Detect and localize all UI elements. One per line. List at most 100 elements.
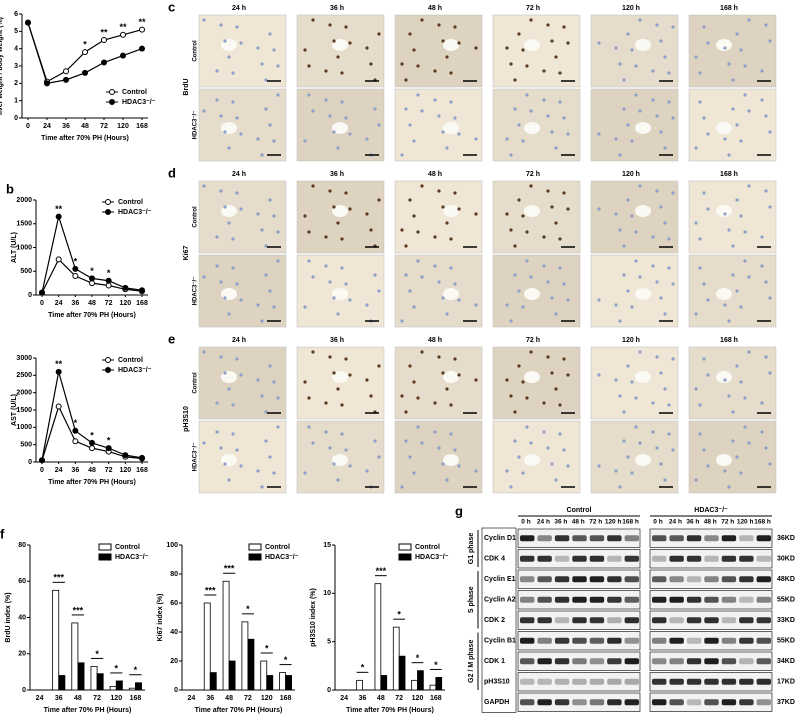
significance: * xyxy=(107,268,111,278)
band xyxy=(721,637,737,644)
nucleus xyxy=(215,235,219,239)
data-point xyxy=(122,452,129,459)
nucleus xyxy=(622,78,626,82)
nucleus xyxy=(566,207,570,211)
nucleus xyxy=(768,296,772,300)
nucleus xyxy=(332,39,336,43)
bar xyxy=(128,687,136,691)
nucleus xyxy=(659,296,663,300)
nucleus xyxy=(365,303,369,307)
band xyxy=(652,576,667,583)
row-label: Control xyxy=(193,40,199,62)
band xyxy=(607,678,622,685)
band xyxy=(537,637,552,644)
significance: * xyxy=(134,665,138,675)
nucleus xyxy=(227,387,231,391)
x-tick-label: 72 xyxy=(100,123,108,130)
nucleus xyxy=(412,305,416,309)
nucleus xyxy=(256,212,260,216)
nucleus xyxy=(260,319,264,323)
vessel xyxy=(524,288,540,300)
band xyxy=(554,576,570,583)
x-axis-label: Time after 70% PH (Hours) xyxy=(41,135,129,142)
nucleus xyxy=(702,357,706,361)
band xyxy=(669,637,684,644)
nucleus xyxy=(542,430,546,434)
lane-label: 72 h xyxy=(721,519,734,526)
x-tick-label: 36 xyxy=(71,300,79,307)
bar xyxy=(429,684,437,691)
band xyxy=(537,576,552,583)
band xyxy=(669,555,684,562)
nucleus xyxy=(404,273,408,277)
panel-letter: c xyxy=(168,0,175,14)
nucleus xyxy=(513,273,517,277)
y-tick-label: 0 xyxy=(28,292,32,299)
nucleus xyxy=(344,116,348,120)
significance: * xyxy=(434,660,438,670)
nucleus xyxy=(400,62,404,66)
vessel xyxy=(443,371,459,383)
nucleus xyxy=(272,214,276,218)
data-point xyxy=(25,19,31,26)
x-tick-label: 120 xyxy=(261,695,273,702)
band xyxy=(589,658,605,665)
panel-letter: e xyxy=(168,331,175,346)
significance: *** xyxy=(53,573,64,583)
time-label: 36 h xyxy=(330,337,344,344)
micrograph xyxy=(492,180,581,254)
nucleus xyxy=(618,153,622,157)
nucleus xyxy=(404,410,408,414)
lane-label: 168 h xyxy=(754,519,771,526)
y-tick-label: 0 xyxy=(174,687,178,694)
nucleus xyxy=(474,212,478,216)
band xyxy=(704,678,719,685)
nucleus xyxy=(735,198,739,202)
significance: * xyxy=(416,653,420,663)
nucleus xyxy=(694,312,698,316)
lane-label: 168 h xyxy=(622,519,639,526)
nucleus xyxy=(457,298,461,302)
nucleus xyxy=(558,432,562,436)
nucleus xyxy=(307,396,311,400)
nucleus xyxy=(618,62,622,66)
nucleus xyxy=(651,264,655,268)
nucleus xyxy=(702,191,706,195)
nucleus xyxy=(663,146,667,150)
nucleus xyxy=(638,109,642,113)
band xyxy=(652,596,667,603)
x-tick-label: 36 xyxy=(55,695,63,702)
y-tick-label: 10 xyxy=(323,590,331,597)
protein-label: CDK 4 xyxy=(484,556,505,563)
micrograph xyxy=(590,346,679,420)
nucleus xyxy=(377,32,381,36)
nucleus xyxy=(517,123,521,127)
x-tick-label: 48 xyxy=(74,695,82,702)
nucleus xyxy=(659,371,663,375)
nucleus xyxy=(235,25,239,29)
nucleus xyxy=(671,191,675,195)
micrograph xyxy=(590,88,679,162)
band xyxy=(554,658,570,665)
nucleus xyxy=(727,62,731,66)
nucleus xyxy=(731,410,735,414)
x-tick-label: 48 xyxy=(225,695,233,702)
nucleus xyxy=(336,387,340,391)
vessel xyxy=(524,371,540,383)
band xyxy=(704,637,719,644)
band xyxy=(686,617,702,624)
nucleus xyxy=(768,205,772,209)
nucleus xyxy=(328,189,332,193)
nucleus xyxy=(437,23,441,27)
nucleus xyxy=(336,146,340,150)
micrograph xyxy=(688,14,777,88)
nucleus xyxy=(550,462,554,466)
nucleus xyxy=(202,18,206,22)
band xyxy=(537,555,552,562)
nucleus xyxy=(239,41,243,45)
nucleus xyxy=(558,266,562,270)
protein-label: CDK 1 xyxy=(484,658,505,665)
nucleus xyxy=(260,228,264,232)
protein-label: Cyclin E1 xyxy=(484,576,516,583)
nucleus xyxy=(505,303,509,307)
